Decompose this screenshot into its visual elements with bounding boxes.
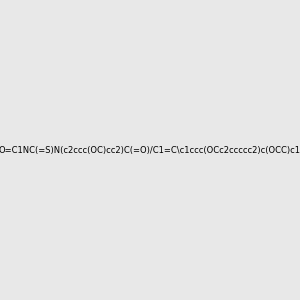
Text: O=C1NC(=S)N(c2ccc(OC)cc2)C(=O)/C1=C\c1ccc(OCc2ccccc2)c(OCC)c1: O=C1NC(=S)N(c2ccc(OC)cc2)C(=O)/C1=C\c1cc… bbox=[0, 146, 300, 154]
